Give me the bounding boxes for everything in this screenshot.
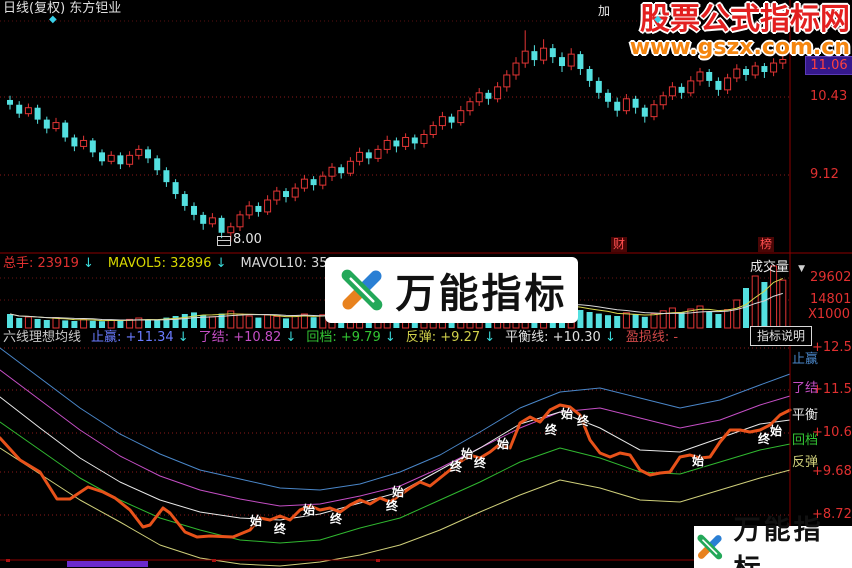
wanneng-logo-icon: [697, 534, 723, 560]
bottom-watermark-text: 万能指标: [733, 515, 824, 568]
volume-axis-unit: X1000: [808, 307, 850, 322]
indicator-axis-tick: +12.52: [812, 340, 852, 355]
line-label-tag: 平衡: [792, 408, 819, 423]
annotation-end: 终: [474, 456, 487, 470]
annotation-start: 始: [497, 437, 510, 451]
volume-header: 总手: 23919 ↓ MAVOL5: 32896 ↓ MAVOL10: 35341…: [3, 256, 367, 271]
annotation-start: 始: [303, 503, 316, 517]
top-watermark-title: 股票公式指标网: [640, 2, 850, 37]
annotation-start: 始: [250, 514, 263, 528]
exright-diamond-icon: ◆: [654, 14, 662, 25]
event-marker[interactable]: 榜: [758, 237, 775, 252]
chevron-down-icon: ▼: [798, 264, 806, 274]
indicator-axis-tick: +11.58: [812, 382, 852, 397]
annotation-end: 终: [274, 522, 287, 536]
annotation-end: 终: [545, 423, 558, 437]
center-watermark: 万能指标: [325, 257, 578, 323]
volume-axis-tick: 29602: [810, 270, 852, 285]
annotation-start: 始: [770, 424, 783, 438]
line-label-tag: 回档: [792, 433, 819, 448]
annotation-end: 终: [386, 499, 399, 513]
price-axis-tick: 10.43: [810, 89, 848, 104]
line-label-tag: 了结: [792, 381, 819, 396]
volume-header-item: 总手: 23919 ↓: [3, 256, 94, 271]
line-label-tag: 反弹: [792, 455, 819, 470]
top-watermark: 股票公式指标网 www.gszx.com.cn: [612, 4, 850, 60]
annotation-end: 终: [577, 414, 590, 428]
annotation-end: 终: [450, 460, 463, 474]
indicator-header-item: 了结: +10.82 ↓: [198, 330, 297, 345]
corner-marker: 加: [598, 4, 611, 18]
indicator-axis-tick: +10.62: [812, 425, 852, 440]
annotation-start: 始: [461, 447, 474, 461]
event-marker[interactable]: 财: [611, 237, 628, 252]
annotation-start: 始: [392, 485, 405, 499]
annotation-start: 始: [692, 454, 705, 468]
indicator-explain-button[interactable]: 指标说明: [750, 326, 812, 346]
volume-panel-title: 成交量: [750, 260, 790, 275]
low-marker-label: 8.00: [233, 232, 262, 247]
low-marker-icon: [217, 236, 231, 246]
volume-panel-dropdown[interactable]: 成交量 ▼: [750, 260, 805, 277]
volume-header-item: MAVOL5: 32896 ↓: [107, 256, 227, 271]
indicator-header-item: 平衡线: +10.30 ↓: [505, 330, 616, 345]
indicator-header-item: 回档: +9.79 ↓: [306, 330, 396, 345]
annotation-end: 终: [758, 432, 771, 446]
annotation-end: 终: [330, 512, 343, 526]
indicator-axis-tick: +9.68: [812, 464, 852, 479]
price-axis-tick: 9.12: [810, 167, 839, 182]
bottom-watermark: 万能指标: [694, 515, 852, 568]
volume-axis-tick: 14801: [810, 292, 852, 307]
exright-diamond-icon: ◆: [49, 14, 57, 25]
indicator-header-item: 盈损线: -: [625, 330, 679, 345]
indicator-header-item: 止赢: +11.34 ↓: [91, 330, 189, 345]
indicator-axis-tick: +8.72: [812, 507, 852, 522]
indicator-header-item: 反弹: +9.27 ↓: [405, 330, 496, 345]
indicator-header: 六线理想均线 止赢: +11.34 ↓ 了结: +10.82 ↓ 回档: +9.79 …: [3, 330, 678, 345]
indicator-name: 六线理想均线: [3, 330, 82, 345]
line-label-tag: 止赢: [792, 352, 819, 367]
page-title: 日线(复权) 东方钽业: [3, 1, 122, 16]
annotation-start: 始: [561, 407, 574, 421]
current-price-tag: 11.06: [805, 56, 852, 75]
top-watermark-url: www.gszx.com.cn: [629, 35, 850, 60]
wanneng-logo-icon: [341, 269, 382, 311]
center-watermark-text: 万能指标: [395, 271, 568, 317]
